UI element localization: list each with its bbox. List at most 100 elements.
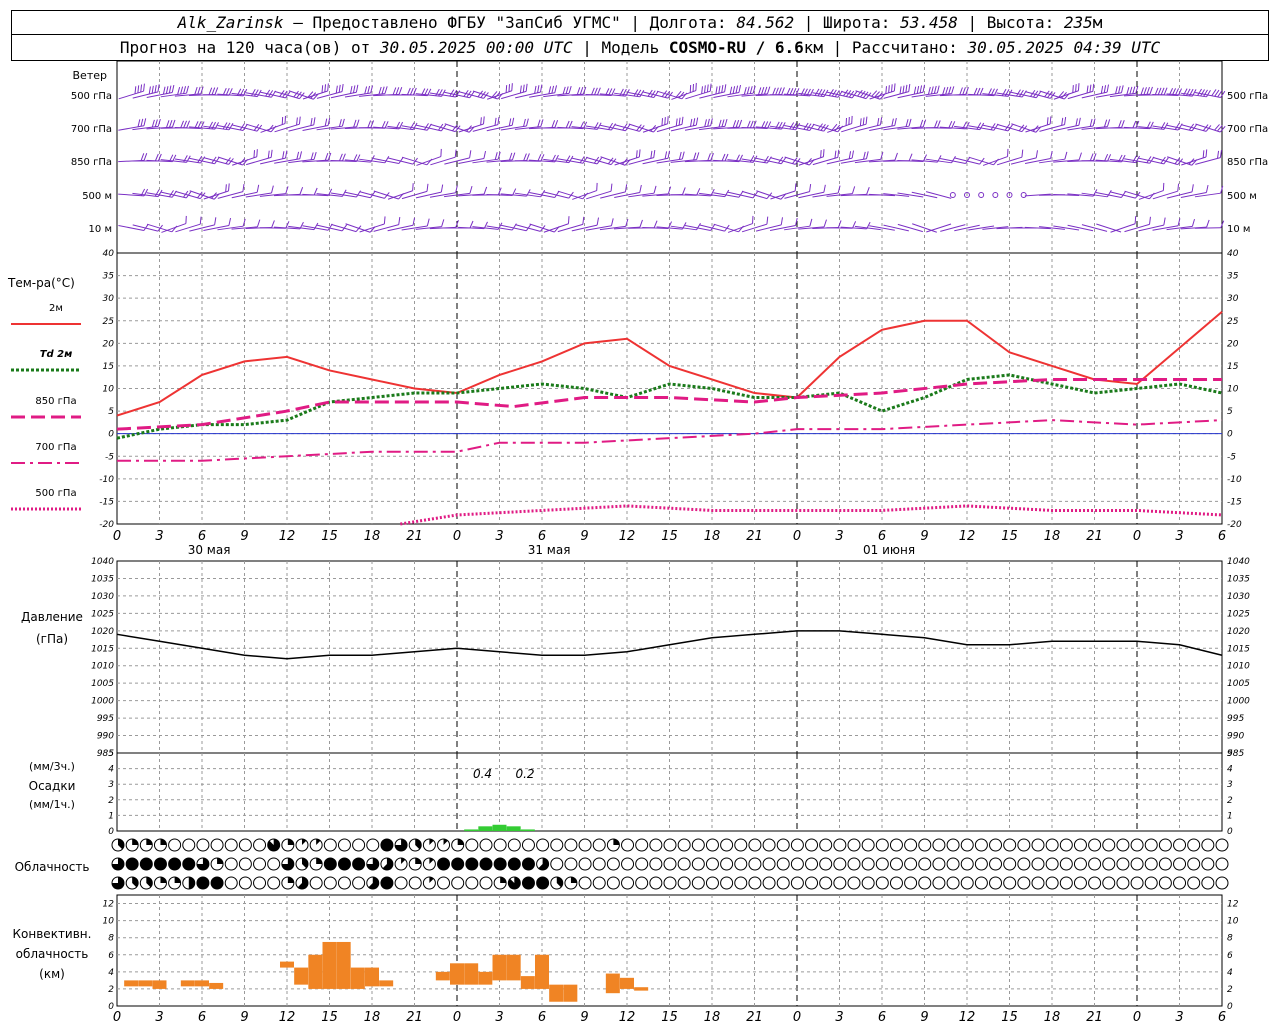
wind-barb-shaft [458, 226, 485, 230]
cloud-cover-symbol [267, 876, 281, 890]
wind-barb-feather [310, 152, 314, 160]
wind-barb [1138, 217, 1166, 232]
wind-barb [274, 151, 303, 164]
wind-barb-feather [452, 124, 458, 132]
wind-barb [996, 149, 1024, 166]
temperature-hour-tick: 0 [1133, 529, 1141, 544]
pressure-panel-ytick-right: 985 [1227, 749, 1244, 759]
wind-barb-shaft [1067, 193, 1094, 197]
wind-barb-shaft [316, 224, 343, 232]
wind-barb [175, 216, 202, 233]
wind-barb-feather [848, 151, 852, 159]
wind-barb [161, 215, 187, 233]
wind-barb-shaft [755, 224, 782, 232]
wind-barb-shaft [939, 126, 966, 130]
wind-barb-feather [948, 86, 952, 95]
wind-barb-feather [197, 155, 203, 163]
wind-barb-shaft [727, 92, 754, 98]
convective-hour-tick: 3 [1175, 1010, 1183, 1024]
wind-barb-shaft [826, 193, 853, 197]
wind-barb-shaft [868, 159, 896, 163]
wind-barb [614, 89, 645, 98]
wind-barb-feather [511, 223, 517, 231]
wind-barb-shaft [217, 93, 244, 97]
precip-bar [464, 829, 479, 831]
wind-barb-feather [441, 219, 445, 227]
wind-barb-shaft [387, 125, 414, 131]
temperature-panel-ytick-left: -20 [99, 520, 114, 530]
wind-barb-shaft [1095, 192, 1122, 198]
cloud-cover-symbol [833, 857, 847, 871]
wind-barb-feather [990, 123, 996, 131]
wind-barb-shaft [685, 90, 711, 100]
wind-barb-shaft [628, 157, 654, 165]
wind-barb [245, 89, 277, 98]
wind-barb-shaft [1152, 190, 1178, 200]
wind-barb-feather [894, 152, 898, 161]
wind-barb-feather [267, 150, 270, 159]
wind-barb [330, 84, 359, 99]
wind-barb-shaft [784, 191, 810, 199]
wind-barb-shaft [132, 91, 159, 99]
wind-barb [1166, 184, 1194, 199]
wind-barb-feather [508, 118, 512, 127]
wind-barb [444, 123, 475, 133]
wind-barb [869, 225, 895, 231]
wind-barb-shaft [288, 225, 315, 231]
wind-barb [1024, 150, 1053, 164]
wind-barb [1109, 85, 1139, 98]
wind-barb-feather [494, 117, 497, 126]
wind-barb-shaft [925, 158, 952, 164]
wind-barb [288, 151, 317, 164]
cloud-cover-symbol [253, 876, 267, 890]
temperature-panel-ytick-left: 20 [103, 339, 115, 349]
cloud-cover-symbol [918, 838, 932, 852]
wind-barb [1138, 182, 1165, 200]
wind-barb-feather [208, 87, 213, 95]
cloud-cover-fill [217, 858, 224, 864]
wind-barb-feather [540, 119, 544, 127]
cloud-cover-fill [429, 858, 434, 864]
temperature-hour-tick: 12 [959, 529, 976, 544]
wind-barb-shaft [345, 191, 371, 199]
temperature-hour-tick: 3 [1175, 529, 1183, 544]
wind-barb-shaft [203, 190, 229, 200]
wind-barb-feather [902, 85, 905, 94]
wind-barb-feather [1092, 83, 1095, 92]
wind-barb-shaft [146, 126, 173, 130]
cloud-cover-symbol [352, 838, 366, 852]
wind-barb-feather [1217, 90, 1223, 98]
wind-barb-shaft [514, 192, 541, 198]
wind-barb-feather [704, 119, 707, 127]
wind-barb-shaft [217, 225, 244, 231]
convective-bar [535, 954, 549, 989]
wind-barb [288, 222, 319, 231]
wind-barb-shaft [656, 226, 683, 230]
wind-barb-shaft [883, 125, 910, 131]
wind-barb-shaft [614, 156, 640, 166]
wind-barb-feather [1177, 88, 1183, 96]
wind-barb-shaft [331, 223, 357, 233]
wind-barb-shaft [401, 190, 428, 200]
wind-barb-feather [381, 86, 385, 95]
wind-barb-feather [1072, 85, 1074, 93]
convective-panel-ytick-left: 0 [108, 1002, 114, 1012]
wind-barb-feather [1162, 182, 1165, 191]
wind-barb-shaft [1081, 91, 1108, 99]
wind-barb-feather [579, 86, 584, 95]
cloud-cover-symbol [1003, 876, 1017, 890]
wind-barb-shaft [500, 224, 527, 232]
cloud-cover-symbol [861, 838, 875, 852]
wind-barb-feather [171, 84, 175, 93]
wind-barb-feather [168, 85, 172, 94]
convective-bar [492, 954, 507, 981]
wind-barb-feather [454, 149, 457, 158]
wind-barb-shaft [1024, 158, 1051, 164]
cloud-cover-symbol [833, 838, 847, 852]
wind-barb-feather [1132, 155, 1138, 163]
temperature-panel-ytick-left: 25 [103, 317, 115, 327]
temperature-hour-tick: 6 [538, 529, 546, 544]
temperature-panel-ytick-right: -15 [1227, 497, 1242, 507]
temperature-panel-ytick-left: 10 [103, 385, 115, 395]
